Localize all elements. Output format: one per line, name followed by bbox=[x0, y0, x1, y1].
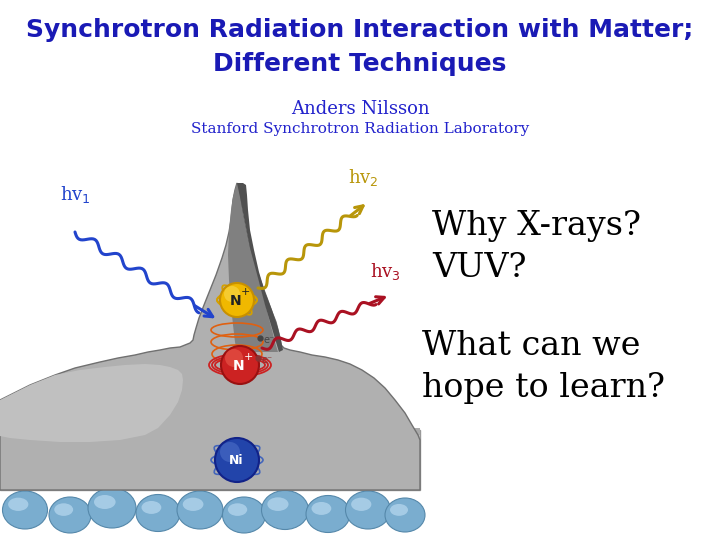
Ellipse shape bbox=[183, 498, 204, 511]
Circle shape bbox=[221, 346, 259, 384]
Ellipse shape bbox=[267, 497, 289, 511]
Text: hv$_3$: hv$_3$ bbox=[370, 261, 401, 282]
Text: Anders Nilsson: Anders Nilsson bbox=[291, 100, 429, 118]
Text: hope to learn?: hope to learn? bbox=[422, 372, 665, 404]
Ellipse shape bbox=[261, 490, 308, 530]
Text: N: N bbox=[230, 294, 242, 308]
Ellipse shape bbox=[222, 497, 266, 533]
Ellipse shape bbox=[177, 491, 223, 529]
Text: VUV?: VUV? bbox=[432, 252, 526, 284]
Text: Synchrotron Radiation Interaction with Matter;: Synchrotron Radiation Interaction with M… bbox=[27, 18, 693, 42]
Text: hv$_2$: hv$_2$ bbox=[348, 167, 379, 188]
Circle shape bbox=[225, 349, 243, 367]
Text: e⁻: e⁻ bbox=[262, 355, 273, 365]
Text: Stanford Synchrotron Radiation Laboratory: Stanford Synchrotron Radiation Laborator… bbox=[191, 122, 529, 136]
Ellipse shape bbox=[88, 488, 136, 528]
Polygon shape bbox=[0, 428, 420, 435]
Ellipse shape bbox=[2, 491, 48, 529]
Circle shape bbox=[220, 283, 254, 317]
Ellipse shape bbox=[390, 504, 408, 516]
Polygon shape bbox=[0, 430, 420, 490]
Polygon shape bbox=[228, 183, 278, 352]
Text: Why X-rays?: Why X-rays? bbox=[432, 210, 641, 242]
Text: e⁻: e⁻ bbox=[264, 335, 275, 345]
Ellipse shape bbox=[94, 495, 116, 509]
Ellipse shape bbox=[312, 502, 331, 515]
Text: What can we: What can we bbox=[422, 330, 641, 362]
Ellipse shape bbox=[306, 496, 350, 532]
Ellipse shape bbox=[49, 497, 91, 533]
Text: Ni: Ni bbox=[229, 455, 243, 468]
Polygon shape bbox=[237, 183, 283, 352]
Text: N: N bbox=[233, 359, 245, 373]
Circle shape bbox=[220, 442, 240, 462]
Ellipse shape bbox=[136, 495, 180, 531]
Ellipse shape bbox=[346, 491, 390, 529]
Ellipse shape bbox=[351, 498, 372, 511]
Text: +: + bbox=[243, 352, 253, 362]
Ellipse shape bbox=[142, 501, 161, 514]
Polygon shape bbox=[0, 183, 420, 490]
Ellipse shape bbox=[8, 498, 28, 511]
Text: Different Techniques: Different Techniques bbox=[213, 52, 507, 76]
Ellipse shape bbox=[228, 503, 247, 516]
Ellipse shape bbox=[54, 503, 73, 516]
Circle shape bbox=[224, 286, 240, 302]
Text: +: + bbox=[240, 287, 250, 297]
Text: hv$_1$: hv$_1$ bbox=[60, 184, 91, 205]
Circle shape bbox=[215, 438, 259, 482]
Polygon shape bbox=[0, 364, 183, 442]
Ellipse shape bbox=[385, 498, 425, 532]
